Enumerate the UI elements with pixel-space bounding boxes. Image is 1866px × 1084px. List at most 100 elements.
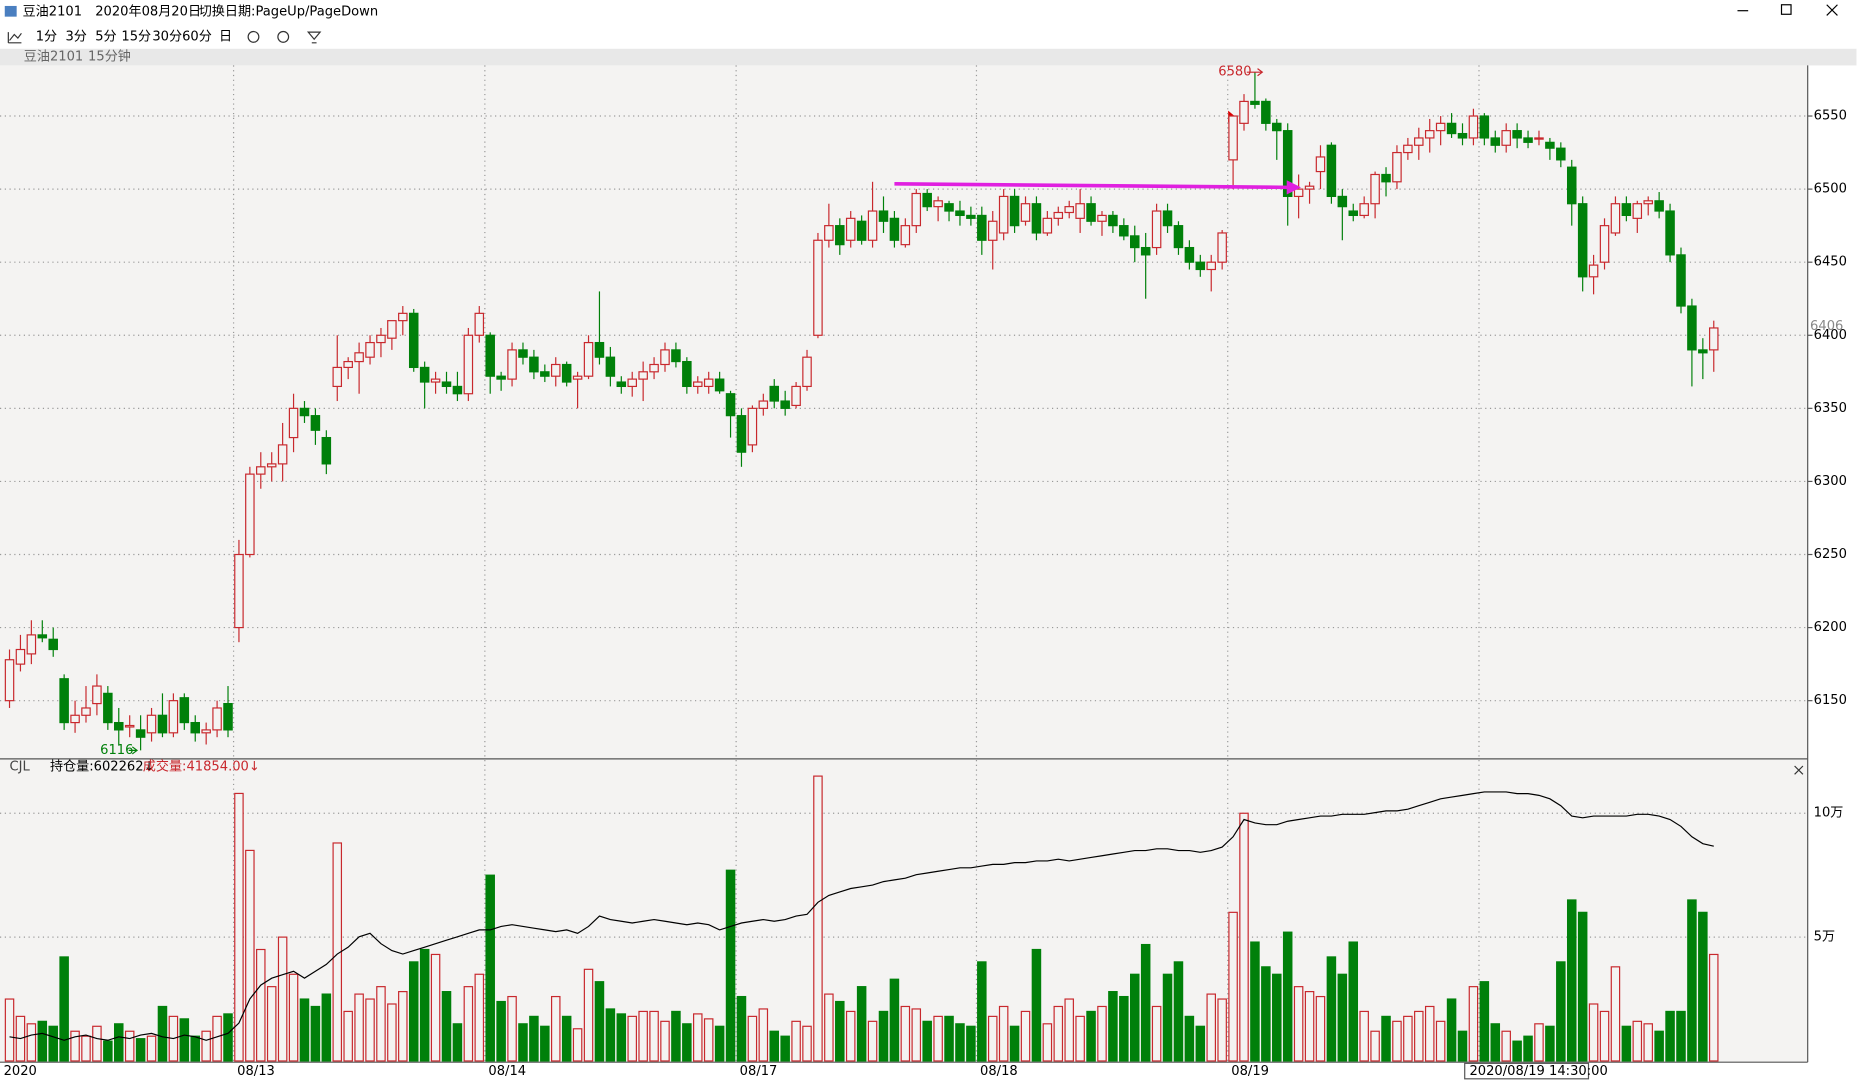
volume-bar: [1632, 1020, 1643, 1062]
volume-bar: [1381, 1015, 1391, 1062]
candle-body: [1687, 305, 1697, 351]
y-tick-label: 6300: [1814, 474, 1847, 489]
candle-body: [1173, 225, 1184, 249]
candle-body: [463, 334, 474, 395]
y-tick-label: 6150: [1814, 693, 1847, 708]
close-button[interactable]: [1826, 4, 1838, 16]
x-tick-label: 2020: [4, 1064, 37, 1079]
volume-bar: [1140, 943, 1151, 1062]
period-button[interactable]: 3分: [65, 28, 86, 44]
candle-body: [1359, 203, 1369, 217]
candle-body: [1665, 210, 1675, 256]
volume-bar: [1031, 948, 1042, 1062]
candle-body: [201, 729, 211, 734]
candle-body: [1588, 264, 1599, 278]
volume-bar: [1097, 1005, 1107, 1062]
volume-bar: [256, 948, 266, 1062]
candle-body: [747, 407, 758, 446]
volume-bar: [911, 1008, 922, 1062]
candle-body: [70, 714, 80, 724]
candle-body: [168, 700, 179, 734]
candle-body: [998, 195, 1009, 234]
panel-close[interactable]: [1794, 765, 1804, 775]
filter-icon[interactable]: [306, 31, 322, 44]
period-button[interactable]: 60分: [182, 28, 212, 44]
volume-bar: [135, 1038, 146, 1062]
subheader-period: 15分钟: [88, 48, 131, 65]
chart-type-icon[interactable]: [7, 32, 22, 44]
candle-body: [1119, 225, 1129, 237]
volume-bar: [310, 1005, 321, 1062]
volume-bar: [1326, 956, 1337, 1062]
candle-body: [1446, 122, 1457, 135]
volume-bar: [1064, 998, 1074, 1062]
volume-bar: [780, 1035, 790, 1062]
volume-bar: [1370, 1030, 1380, 1062]
candle-body: [1326, 144, 1337, 198]
y-tick-label: 6400: [1814, 328, 1847, 343]
volume-bar: [1588, 1003, 1599, 1062]
candle-body: [1162, 210, 1173, 227]
volume-bar: [1566, 899, 1577, 1062]
volume-bar: [1206, 993, 1216, 1062]
candle-body: [1086, 203, 1096, 222]
restore-button[interactable]: [1780, 4, 1792, 15]
candle-body: [1468, 115, 1479, 139]
candle-body: [266, 463, 277, 468]
volume-bar: [769, 1030, 780, 1062]
candle-body: [376, 334, 386, 344]
zoom-in-icon[interactable]: [247, 30, 260, 43]
volume-bar: [561, 1015, 572, 1062]
volume-bar: [343, 1010, 353, 1062]
candle-body: [605, 356, 616, 377]
volume-bar: [1523, 1035, 1533, 1062]
candle-body: [1228, 115, 1238, 161]
candle-body: [430, 378, 441, 383]
candle-body: [1534, 137, 1544, 140]
volume-bar: [550, 995, 561, 1062]
candle-body: [387, 320, 397, 339]
volume-bar: [1501, 1030, 1511, 1062]
candle-body: [835, 225, 845, 246]
volume-bar: [1009, 1025, 1020, 1062]
period-button[interactable]: 日: [219, 29, 232, 44]
candle-body: [627, 378, 637, 388]
candle-body: [1523, 137, 1533, 143]
candle-body: [1217, 232, 1227, 263]
volume-bar: [1184, 1015, 1195, 1062]
volume-bar: [26, 1023, 37, 1062]
volume-bar: [944, 1015, 954, 1062]
candle-body: [245, 473, 255, 556]
period-button[interactable]: 15分: [121, 28, 151, 44]
zoom-out-icon[interactable]: [277, 30, 290, 43]
period-button[interactable]: 1分: [36, 28, 57, 44]
volume-label: 成交量:41854.00↓: [143, 758, 260, 775]
volume-bar: [496, 1000, 506, 1062]
volume-bar: [1119, 995, 1129, 1062]
candle-body: [37, 634, 48, 639]
candle-body: [256, 466, 266, 475]
volume-bar: [1392, 1020, 1402, 1062]
y-tick-label: 6500: [1814, 182, 1847, 197]
volume-bar: [747, 1015, 758, 1062]
period-button[interactable]: 30分: [152, 28, 182, 44]
volume-bar: [1490, 1023, 1501, 1062]
volume-bar: [114, 1023, 124, 1062]
volume-bar: [998, 1005, 1009, 1062]
volume-bar: [900, 1005, 911, 1062]
trend-arrow: [894, 182, 1290, 190]
candle-body: [485, 334, 495, 377]
candle-body: [452, 385, 463, 395]
window-date: 2020年08月20日: [95, 3, 201, 19]
candle-body: [856, 220, 867, 241]
candle-body: [616, 381, 627, 388]
candle-body: [474, 312, 485, 336]
volume-bar: [824, 993, 834, 1062]
volume-bar: [1468, 986, 1479, 1062]
period-button[interactable]: 5分: [95, 28, 116, 44]
volume-bar: [507, 995, 517, 1062]
candle-body: [1621, 203, 1632, 217]
candle-body: [1610, 203, 1621, 234]
candle-body: [1009, 195, 1020, 227]
